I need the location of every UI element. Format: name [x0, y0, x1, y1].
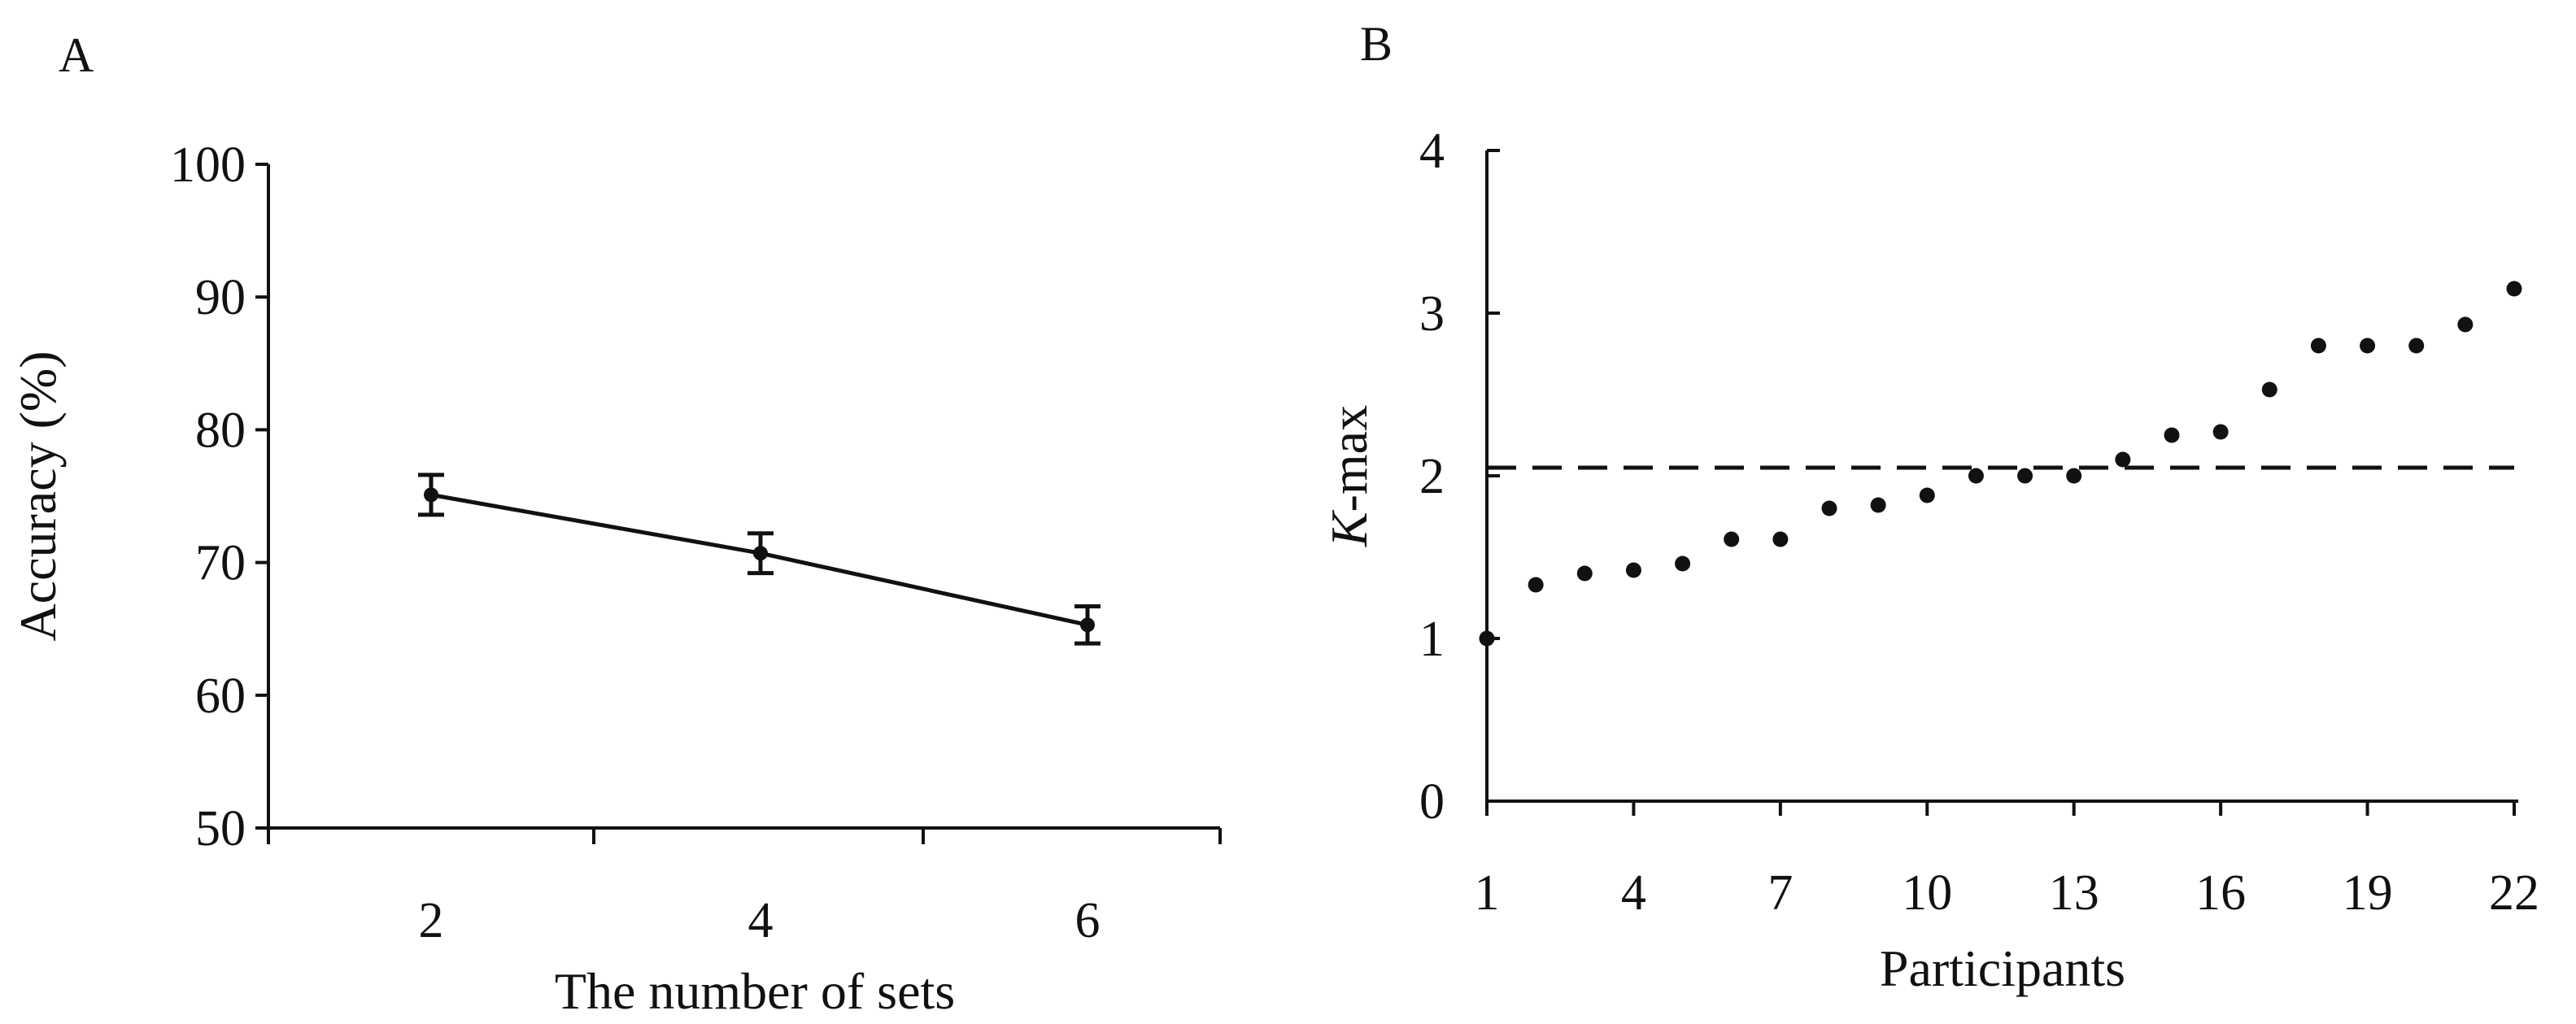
panel-b-data-point — [2310, 338, 2326, 354]
panel-a-data-point — [424, 487, 438, 503]
panel-b-data-point — [1821, 500, 1837, 516]
panel-b-data-point — [1625, 562, 1641, 578]
panel-b-data-point — [1479, 630, 1495, 647]
panel-b-data-point — [1968, 468, 1984, 484]
panel-a-y-tick-label: 90 — [195, 270, 246, 325]
panel-a-x-tick-label: 6 — [1075, 893, 1101, 948]
panel-a-marks — [418, 473, 1101, 646]
panel-b-x-tick-label: 16 — [2195, 865, 2246, 921]
panel-a-x-tick-label: 4 — [748, 893, 774, 948]
panel-b-y-tick-label: 0 — [1419, 774, 1445, 830]
panel-b-x-axis-label: Participants — [1880, 939, 2125, 997]
panel-b-x-tick-label: 19 — [2343, 865, 2393, 921]
panel-b-x-tick-label: 10 — [1902, 865, 1952, 921]
panel-b-data-point — [1576, 565, 1593, 582]
panel-b-data-point — [2212, 424, 2229, 440]
panel-a-x-axis-label: The number of sets — [555, 962, 955, 1020]
panel-a-data-point — [753, 546, 768, 561]
panel-a-label: A — [59, 28, 94, 82]
panel-b-data-point — [1675, 556, 1691, 572]
panel-b-data-point — [2164, 427, 2180, 443]
panel-b-x-tick-label: 22 — [2489, 865, 2539, 921]
panel-b-y-tick-label: 3 — [1419, 286, 1445, 342]
panel-b-points — [1479, 281, 2522, 647]
panel-b-data-point — [2115, 451, 2131, 468]
panel-b-x-tick-label: 1 — [1475, 865, 1500, 921]
panel-b-y-axis-label: K-max — [1320, 405, 1378, 547]
panel-a-x-tick-label: 2 — [419, 893, 444, 948]
panel-b-y-axis-label-italic: K — [1320, 509, 1378, 547]
panel-b-x-ticks: 1 4 7 10 13 16 19 22 — [1475, 801, 2539, 921]
panel-b-x-tick-label: 13 — [2049, 865, 2099, 921]
panel-b-data-point — [1870, 497, 1886, 513]
panel-a-y-tick-label: 100 — [170, 137, 246, 193]
panel-b-x-tick-label: 7 — [1767, 865, 1793, 921]
panel-a-y-axis-label: Accuracy (%) — [9, 351, 67, 641]
panel-b-y-tick-label: 1 — [1419, 612, 1445, 667]
panel-b-data-point — [1772, 531, 1789, 547]
panel-b-y-axis-label-rest: -max — [1320, 405, 1378, 512]
panel-b-data-point — [2506, 281, 2522, 297]
panel-b-data-point — [1528, 577, 1544, 593]
panel-b-y-tick-label: 2 — [1419, 449, 1445, 504]
panel-b-data-point — [2066, 468, 2082, 484]
panel-b-data-point — [2408, 338, 2425, 354]
panel-b-y-tick-label: 4 — [1419, 124, 1445, 179]
panel-a-y-tick-label: 60 — [195, 669, 246, 724]
panel-a: A 50 60 70 80 90 100 2 4 6 The number of sets A… — [9, 28, 1222, 1020]
panel-a-x-ticks: 2 4 6 — [267, 828, 1222, 948]
panel-b-data-point — [1919, 487, 1935, 503]
panel-a-data-point — [1080, 617, 1095, 633]
panel-a-y-tick-label: 70 — [195, 536, 246, 591]
panel-a-y-tick-label: 50 — [195, 801, 246, 856]
panel-a-y-tick-label: 80 — [195, 403, 246, 458]
panel-b-label: B — [1360, 17, 1393, 71]
panel-b-x-tick-label: 4 — [1621, 865, 1646, 921]
panel-b-data-point — [2360, 338, 2376, 354]
panel-b-data-point — [2017, 468, 2033, 484]
panel-b-data-point — [1724, 531, 1740, 547]
panel-b-data-point — [2457, 316, 2474, 333]
panel-a-y-ticks: 50 60 70 80 90 100 — [170, 137, 268, 856]
panel-b-data-point — [2261, 381, 2277, 398]
